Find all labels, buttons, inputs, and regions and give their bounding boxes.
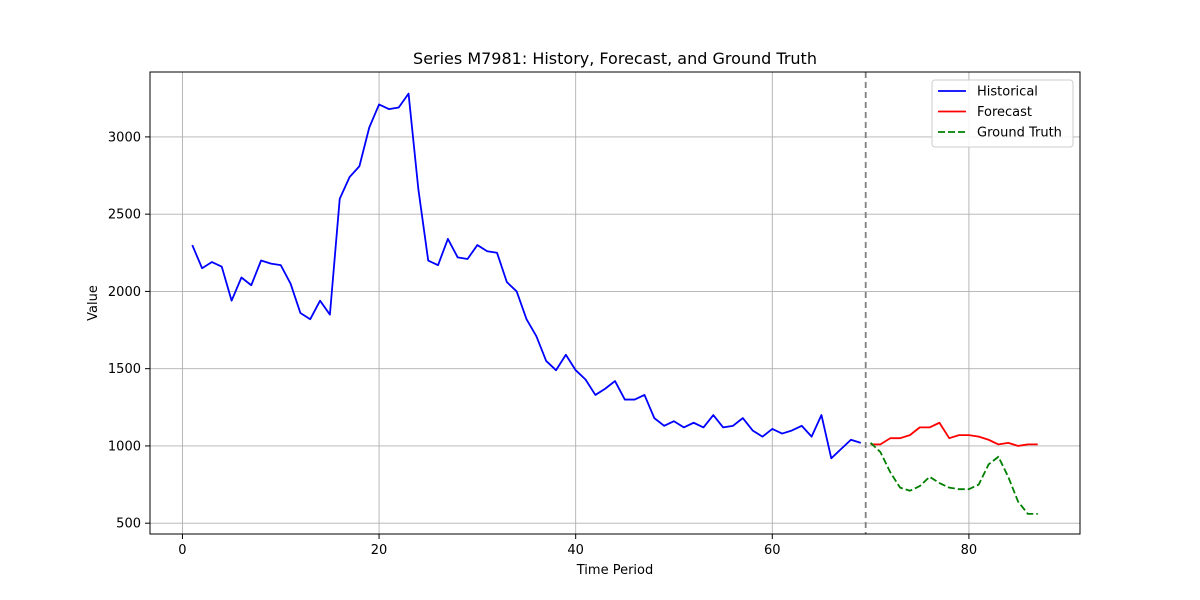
plot-frame bbox=[149, 71, 1081, 535]
y-tick-label: 3000 bbox=[108, 130, 141, 145]
axis-ticks: 0 20 40 60 80 500 1000 1500 2000 2500 3000 bbox=[108, 130, 977, 558]
y-axis-label: Value bbox=[86, 285, 101, 321]
legend-label: Historical bbox=[977, 85, 1038, 100]
y-tick-label: 2000 bbox=[108, 285, 141, 300]
legend-label: Ground Truth bbox=[977, 126, 1062, 141]
y-tick-label: 1500 bbox=[108, 362, 141, 377]
x-tick-label: 20 bbox=[371, 543, 388, 558]
grid-lines bbox=[150, 72, 1080, 534]
x-tick-label: 60 bbox=[764, 543, 781, 558]
y-tick-label: 500 bbox=[116, 517, 141, 532]
x-tick-label: 0 bbox=[178, 543, 186, 558]
x-tick-label: 80 bbox=[961, 543, 978, 558]
y-tick-label: 1000 bbox=[108, 439, 141, 454]
legend: Historical Forecast Ground Truth bbox=[931, 79, 1074, 148]
legend-label: Forecast bbox=[977, 105, 1032, 120]
legend-box bbox=[931, 79, 1074, 148]
y-tick-label: 2500 bbox=[108, 208, 141, 223]
x-axis-label: Time Period bbox=[576, 563, 653, 578]
series-line-forecast bbox=[870, 421, 1038, 447]
chart-title: Series M7981: History, Forecast, and Gro… bbox=[413, 49, 817, 68]
x-tick-label: 40 bbox=[567, 543, 584, 558]
series-line-historical bbox=[191, 92, 862, 460]
series-line-ground-truth bbox=[869, 442, 1038, 515]
series-lines bbox=[191, 92, 1038, 515]
